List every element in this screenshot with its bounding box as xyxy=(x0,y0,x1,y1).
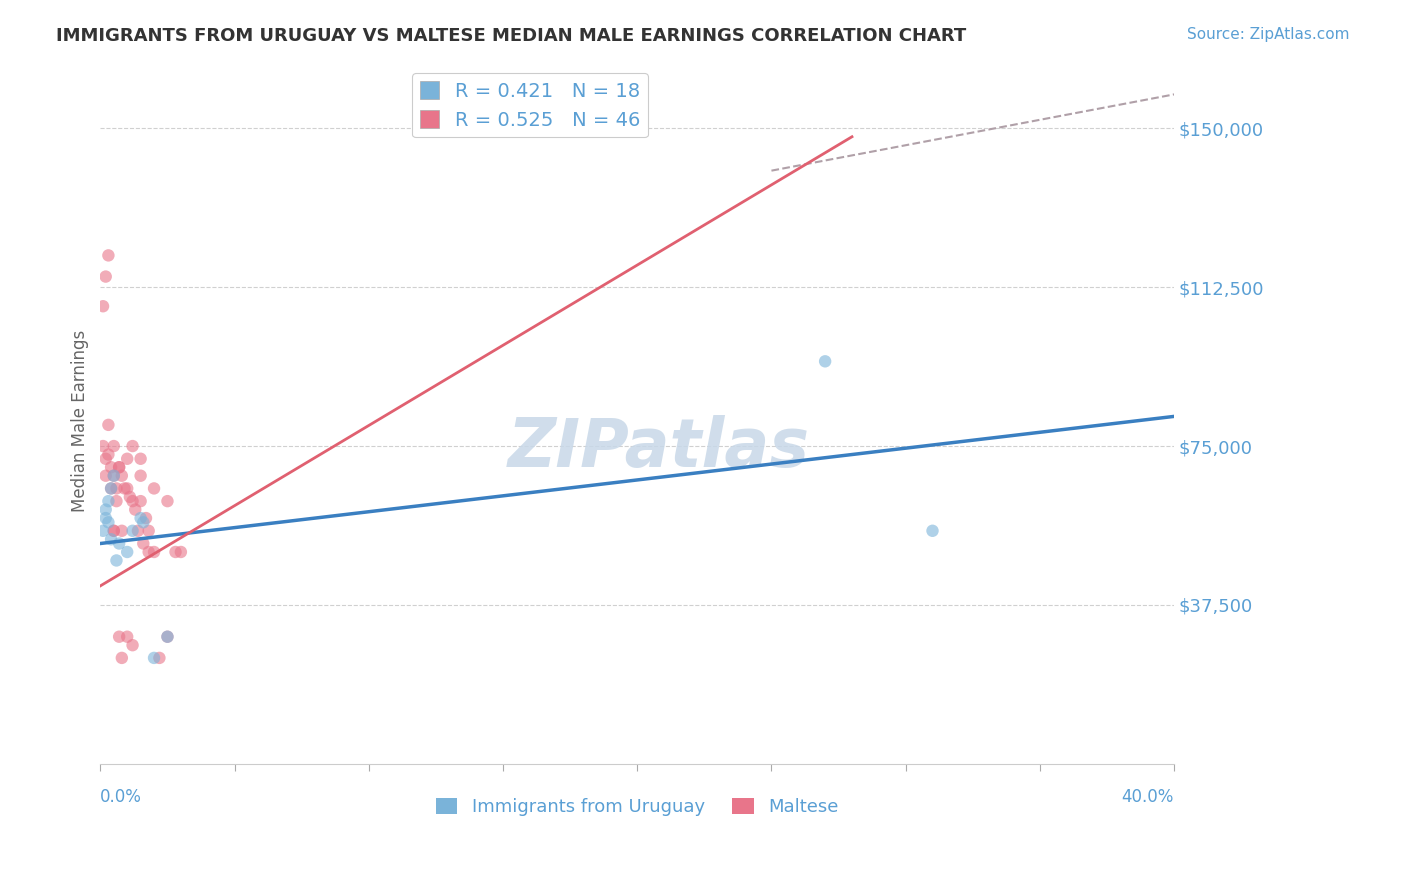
Point xyxy=(156,630,179,644)
Point xyxy=(129,494,152,508)
Point xyxy=(105,482,128,496)
Point xyxy=(103,524,125,538)
Point xyxy=(105,494,128,508)
Point xyxy=(165,545,187,559)
Point xyxy=(115,545,138,559)
Point xyxy=(148,651,170,665)
Point xyxy=(100,533,122,547)
Point xyxy=(97,516,120,530)
Point xyxy=(103,439,125,453)
Y-axis label: Median Male Earnings: Median Male Earnings xyxy=(72,329,89,512)
Point xyxy=(108,536,131,550)
Point xyxy=(94,451,117,466)
Point xyxy=(103,524,125,538)
Text: ZIPatlas: ZIPatlas xyxy=(508,415,810,481)
Point xyxy=(124,502,146,516)
Point xyxy=(143,651,166,665)
Point xyxy=(115,630,138,644)
Point xyxy=(100,482,122,496)
Point xyxy=(97,248,120,262)
Point xyxy=(129,468,152,483)
Point xyxy=(143,482,166,496)
Point xyxy=(103,468,125,483)
Point xyxy=(111,468,134,483)
Point xyxy=(97,417,120,432)
Point xyxy=(127,524,149,538)
Point xyxy=(170,545,193,559)
Point xyxy=(103,468,125,483)
Point xyxy=(94,502,117,516)
Point xyxy=(138,545,160,559)
Point xyxy=(97,448,120,462)
Point xyxy=(132,536,155,550)
Legend: Immigrants from Uruguay, Maltese: Immigrants from Uruguay, Maltese xyxy=(429,790,846,823)
Point xyxy=(814,354,837,368)
Point xyxy=(138,524,160,538)
Point xyxy=(97,494,120,508)
Text: 40.0%: 40.0% xyxy=(1122,788,1174,805)
Point xyxy=(121,524,143,538)
Point xyxy=(115,482,138,496)
Point xyxy=(94,468,117,483)
Point xyxy=(121,638,143,652)
Text: Source: ZipAtlas.com: Source: ZipAtlas.com xyxy=(1187,27,1350,42)
Point xyxy=(94,511,117,525)
Point xyxy=(121,494,143,508)
Point xyxy=(105,553,128,567)
Point xyxy=(91,299,114,313)
Text: 0.0%: 0.0% xyxy=(100,788,142,805)
Point xyxy=(114,482,136,496)
Point xyxy=(132,516,155,530)
Point xyxy=(108,460,131,475)
Point xyxy=(111,651,134,665)
Point xyxy=(94,269,117,284)
Point xyxy=(91,439,114,453)
Point xyxy=(156,494,179,508)
Point xyxy=(100,482,122,496)
Point xyxy=(129,451,152,466)
Point xyxy=(118,490,141,504)
Point xyxy=(108,630,131,644)
Point xyxy=(135,511,157,525)
Point xyxy=(156,630,179,644)
Point xyxy=(111,524,134,538)
Point xyxy=(108,460,131,475)
Point xyxy=(121,439,143,453)
Point xyxy=(921,524,943,538)
Point xyxy=(91,524,114,538)
Point xyxy=(143,545,166,559)
Point xyxy=(115,451,138,466)
Point xyxy=(129,511,152,525)
Point xyxy=(100,460,122,475)
Text: IMMIGRANTS FROM URUGUAY VS MALTESE MEDIAN MALE EARNINGS CORRELATION CHART: IMMIGRANTS FROM URUGUAY VS MALTESE MEDIA… xyxy=(56,27,966,45)
